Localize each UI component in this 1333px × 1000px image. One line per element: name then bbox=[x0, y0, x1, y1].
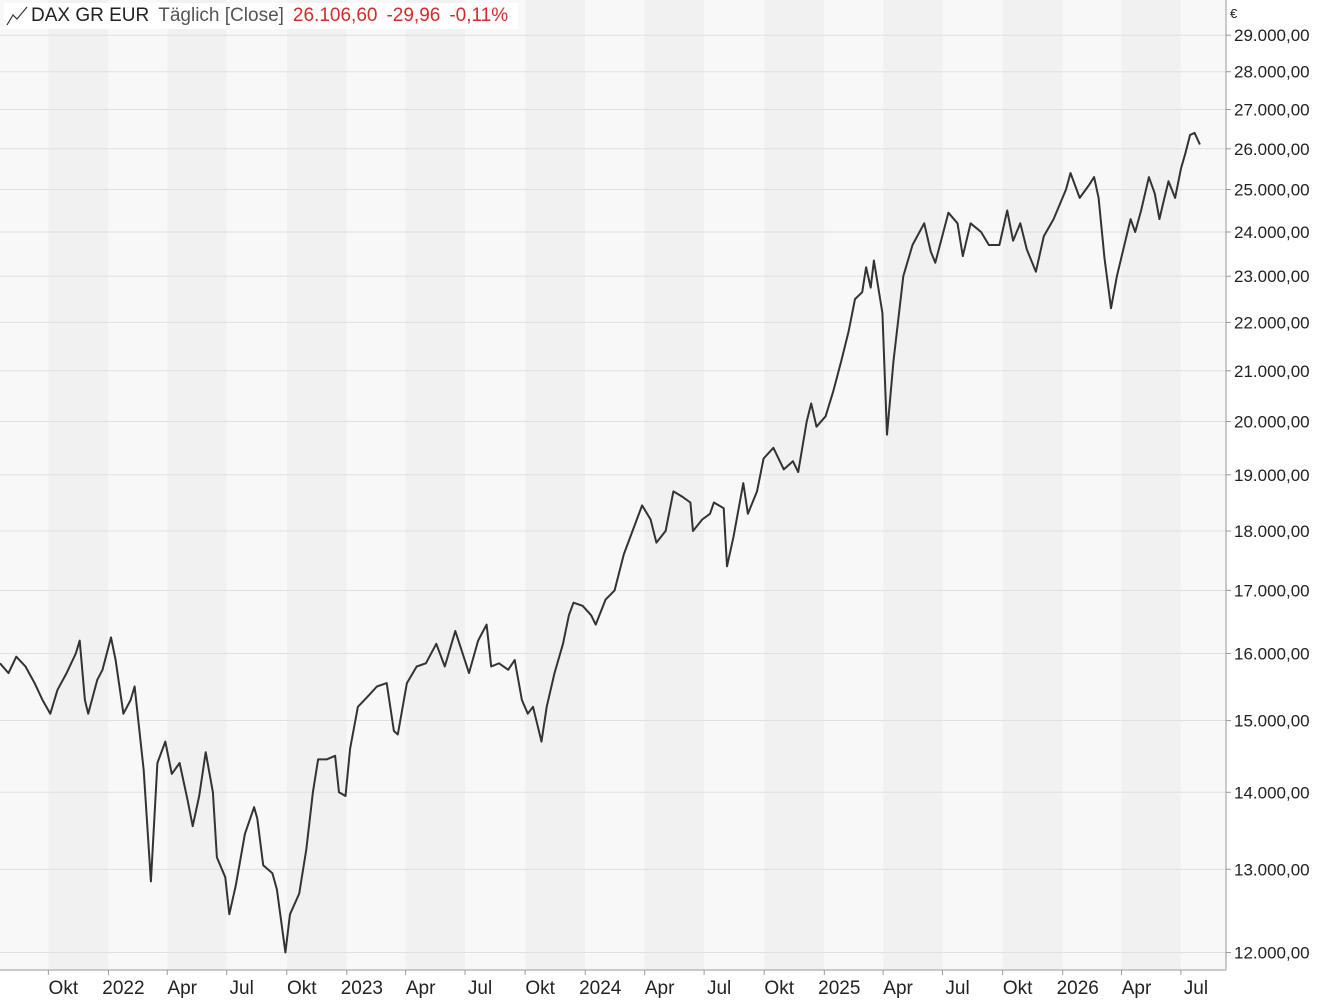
y-tick-label: 12.000,00 bbox=[1234, 944, 1310, 963]
x-tick-label: Jul bbox=[230, 978, 254, 999]
quarter-band bbox=[465, 0, 526, 970]
x-tick-label: Okt bbox=[1003, 978, 1033, 999]
quarter-band bbox=[346, 0, 406, 970]
x-tick-label: 2025 bbox=[818, 978, 860, 999]
x-tick-label: Apr bbox=[406, 978, 436, 999]
y-tick-label: 29.000,00 bbox=[1234, 26, 1310, 45]
quarter-band bbox=[0, 0, 49, 970]
x-tick-label: 2022 bbox=[102, 978, 144, 999]
quarter-band bbox=[1062, 0, 1122, 970]
x-tick-label: Okt bbox=[764, 978, 794, 999]
legend-last-value: 26.106,60 bbox=[292, 5, 378, 26]
axes bbox=[0, 0, 1227, 971]
y-tick-label: 15.000,00 bbox=[1234, 712, 1310, 731]
y-tick-label: 14.000,00 bbox=[1234, 783, 1310, 802]
quarter-band bbox=[824, 0, 884, 970]
quarter-bands bbox=[0, 0, 1226, 970]
quarter-band bbox=[1121, 0, 1181, 970]
line-chart-icon bbox=[6, 5, 28, 27]
x-tick-label: Jul bbox=[468, 978, 492, 999]
quarter-band bbox=[644, 0, 705, 970]
quarter-band bbox=[1180, 0, 1226, 970]
quarter-band bbox=[585, 0, 645, 970]
x-tick-label: Apr bbox=[1122, 978, 1152, 999]
x-tick-label: Apr bbox=[645, 978, 675, 999]
y-tick-label: 18.000,00 bbox=[1234, 522, 1310, 541]
y-tick-label: 13.000,00 bbox=[1234, 860, 1310, 879]
x-tick-label: Apr bbox=[167, 978, 197, 999]
x-tick-label: Jul bbox=[945, 978, 969, 999]
quarter-band bbox=[108, 0, 168, 970]
x-tick-label: 2026 bbox=[1057, 978, 1099, 999]
y-tick-label: 20.000,00 bbox=[1234, 413, 1310, 432]
quarter-band bbox=[48, 0, 109, 970]
currency-label: € bbox=[1230, 6, 1238, 21]
y-tick-label: 26.000,00 bbox=[1234, 140, 1310, 159]
gridlines bbox=[0, 34, 1226, 954]
y-tick-label: 24.000,00 bbox=[1234, 223, 1310, 242]
legend-frequency: Täglich [Close] bbox=[158, 5, 284, 26]
x-tick-label: Okt bbox=[287, 978, 317, 999]
quarter-band bbox=[883, 0, 943, 970]
quarter-band bbox=[405, 0, 466, 970]
quarter-band bbox=[525, 0, 586, 970]
quarter-band bbox=[704, 0, 765, 970]
y-tick-label: 23.000,00 bbox=[1234, 267, 1310, 286]
y-tick-label: 21.000,00 bbox=[1234, 362, 1310, 381]
y-axis-ticks: 12.000,00 13.000,00 14.000,00 15.000,00 16.0… bbox=[1226, 26, 1310, 963]
x-tick-label: Jul bbox=[707, 978, 731, 999]
quarter-band bbox=[167, 0, 227, 970]
x-axis-ticks: Okt 2022 Apr Jul Okt 2023 Apr Jul Okt 2024 Apr Jul O… bbox=[47, 970, 1208, 999]
quarter-band bbox=[942, 0, 1003, 970]
quarter-band bbox=[1002, 0, 1063, 970]
y-tick-label: 25.000,00 bbox=[1234, 181, 1310, 200]
quarter-band bbox=[764, 0, 825, 970]
y-tick-label: 17.000,00 bbox=[1234, 581, 1310, 600]
y-tick-label: 27.000,00 bbox=[1234, 101, 1310, 120]
x-tick-label: 2023 bbox=[341, 978, 383, 999]
chart-legend: DAX GR EUR Täglich [Close] 26.106,60 -29… bbox=[4, 3, 519, 29]
x-tick-label: 2024 bbox=[579, 978, 622, 999]
quarter-band bbox=[286, 0, 347, 970]
y-tick-label: 22.000,00 bbox=[1234, 313, 1310, 332]
quarter-band bbox=[226, 0, 287, 970]
y-tick-label: 16.000,00 bbox=[1234, 644, 1310, 663]
series-layer bbox=[0, 131, 1201, 954]
x-tick-label: Apr bbox=[883, 978, 913, 999]
legend-change: -29,96 bbox=[386, 5, 441, 26]
legend-change-percent: -0,11% bbox=[449, 5, 509, 26]
x-tick-label: Okt bbox=[525, 978, 555, 999]
x-tick-label: Jul bbox=[1184, 978, 1208, 999]
y-tick-label: 19.000,00 bbox=[1234, 466, 1310, 485]
legend-instrument-name: DAX GR EUR bbox=[31, 5, 150, 26]
x-tick-label: Okt bbox=[49, 978, 79, 999]
series-line bbox=[0, 131, 1201, 954]
y-tick-label: 28.000,00 bbox=[1234, 63, 1310, 82]
